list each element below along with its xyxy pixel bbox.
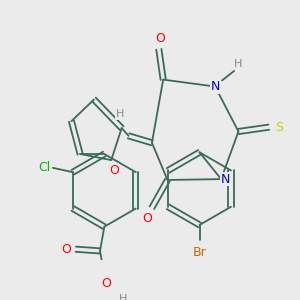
Text: O: O <box>61 243 71 256</box>
Text: O: O <box>101 277 111 290</box>
Text: Cl: Cl <box>38 161 50 174</box>
Text: N: N <box>221 172 230 186</box>
Text: O: O <box>156 32 166 45</box>
Text: N: N <box>210 80 220 93</box>
Text: O: O <box>109 164 119 177</box>
Text: H: H <box>234 59 243 69</box>
Text: H: H <box>116 109 124 119</box>
Text: Br: Br <box>193 246 206 259</box>
Text: O: O <box>143 212 152 224</box>
Text: S: S <box>275 121 283 134</box>
Text: H: H <box>119 294 128 300</box>
